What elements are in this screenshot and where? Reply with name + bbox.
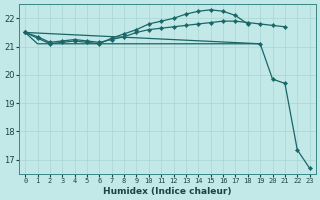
X-axis label: Humidex (Indice chaleur): Humidex (Indice chaleur) — [103, 187, 232, 196]
